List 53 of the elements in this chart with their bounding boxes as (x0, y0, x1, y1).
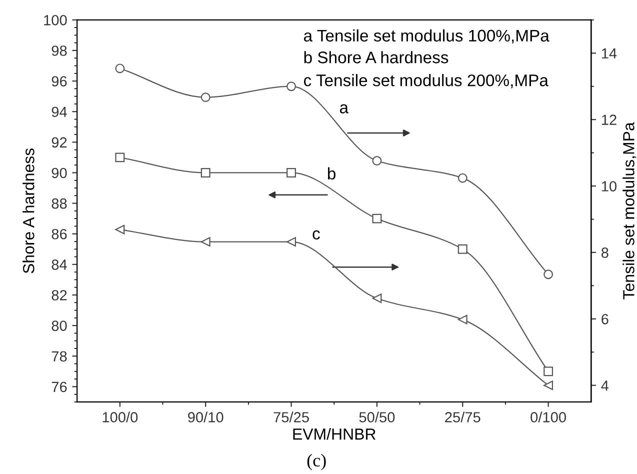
annotation: c Tensile set modulus 200%,MPa (304, 74, 548, 88)
x-tick-label: 25/75 (445, 412, 480, 422)
point (115, 152, 125, 162)
y2-tick-label: 4 (601, 380, 609, 391)
y-tick-label: 92 (52, 137, 67, 148)
y2-tick-label: 6 (602, 314, 608, 324)
x-axis-title: EVM/HNBR (293, 428, 376, 440)
y-tick-label: 80 (52, 320, 67, 331)
y-tick-label: 82 (52, 290, 67, 300)
point (200, 237, 210, 247)
annotation: a Tensile set modulus 100%,MPa (304, 29, 550, 44)
x-tick-label: 100/0 (102, 412, 138, 422)
point (200, 92, 210, 102)
point (200, 168, 210, 178)
y-tick-label: 94 (52, 106, 67, 118)
point (458, 314, 468, 324)
y-tick-label: 88 (52, 198, 67, 209)
x-tick-label: 75/25 (274, 412, 309, 422)
y-tick-label: 76 (52, 382, 67, 392)
y-tick-label: 84 (52, 260, 67, 270)
y2-tick-label: 12 (602, 114, 616, 125)
point (544, 380, 554, 390)
text: (c) (307, 454, 326, 470)
point (286, 237, 296, 247)
y2-axis-title: Tensile set modulus,MPa (622, 122, 636, 300)
point (115, 224, 125, 234)
x-tick-label: 0/100 (530, 412, 566, 422)
point (115, 64, 125, 74)
point (372, 214, 382, 224)
y-tick-label: 100 (44, 15, 67, 26)
point (286, 168, 296, 178)
point (458, 173, 468, 183)
y-tick-label: 86 (52, 228, 67, 240)
y2-tick-label: 8 (601, 248, 608, 258)
point (544, 270, 554, 280)
y2-tick-label: 14 (602, 48, 617, 58)
annotation: b Shore A hardness (304, 51, 448, 64)
point (372, 294, 382, 304)
y-tick-label: 78 (52, 351, 67, 362)
y-tick-label: 98 (52, 46, 67, 56)
y-tick-label: 90 (52, 168, 67, 178)
y-axis-title: Shore A hardness (22, 148, 34, 274)
y-tick-label: 96 (52, 76, 67, 86)
annotation: b (328, 167, 336, 180)
point (544, 366, 554, 376)
annotation: c (312, 230, 320, 240)
x-tick-label: 90/10 (188, 412, 224, 422)
point (372, 156, 382, 166)
point (458, 244, 468, 254)
x-tick-label: 50/50 (359, 412, 395, 422)
point (286, 82, 296, 92)
y2-tick-label: 10 (602, 181, 617, 192)
annotation: a (340, 104, 349, 114)
